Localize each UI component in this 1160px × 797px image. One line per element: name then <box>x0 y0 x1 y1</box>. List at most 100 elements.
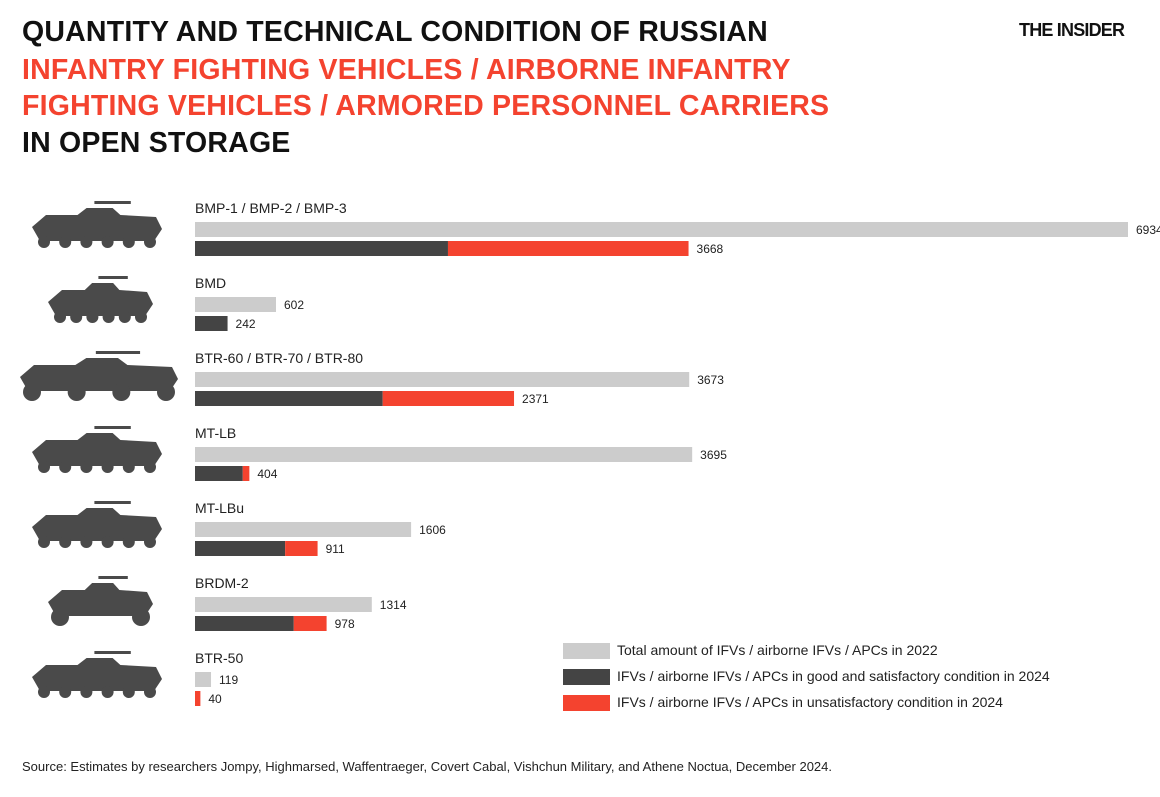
value-label-2024: 3668 <box>697 242 724 256</box>
category-label: BTR-60 / BTR-70 / BTR-80 <box>195 350 363 366</box>
bar-good-2024 <box>195 316 228 331</box>
icon-wheel <box>157 383 175 401</box>
legend-swatch-bad <box>563 695 610 711</box>
icon-hull <box>48 283 153 316</box>
icon-wheel <box>118 311 131 323</box>
icon-wheel <box>112 383 131 401</box>
bar-unsatisfactory-2024 <box>382 391 515 406</box>
icon-wheel <box>59 461 72 473</box>
bar-good-2024 <box>195 616 294 631</box>
btr-80-icon <box>20 351 178 401</box>
icon-wheel <box>122 686 135 698</box>
bar-good-2024 <box>195 541 286 556</box>
icon-wheel <box>59 686 72 698</box>
value-label-2024: 978 <box>335 617 355 631</box>
category-label: BTR-50 <box>195 650 243 666</box>
value-label-2024: 404 <box>257 467 277 481</box>
icon-wheel <box>144 686 156 698</box>
bar-total-2022 <box>195 372 690 387</box>
bar-good-2024 <box>195 391 383 406</box>
icon-hull <box>32 508 162 541</box>
chart-row: MT-LBu 1606 911 <box>32 500 446 556</box>
category-label: BMD <box>195 275 226 291</box>
icon-hull <box>32 658 162 691</box>
legend-label-good: IFVs / airborne IFVs / APCs in good and … <box>617 668 1050 684</box>
bar-good-2024 <box>195 466 243 481</box>
bar-total-2022 <box>195 522 412 537</box>
icon-wheel <box>122 236 135 248</box>
icon-wheel <box>38 236 50 248</box>
chart-row: BTR-50 119 40 <box>32 650 243 706</box>
value-label-total: 602 <box>284 298 304 312</box>
icon-wheel <box>80 461 93 473</box>
icon-wheel <box>144 536 156 548</box>
bmd-icon <box>48 276 153 323</box>
icon-wheel <box>67 383 86 401</box>
bar-chart: BMP-1 / BMP-2 / BMP-3 6934 3668 BMD 602 242 BT… <box>20 200 1160 706</box>
icon-wheel <box>135 311 147 323</box>
category-label: BRDM-2 <box>195 575 249 591</box>
icon-wheel <box>101 236 114 248</box>
icon-gun <box>98 276 128 279</box>
icon-hull <box>32 208 162 241</box>
bar-unsatisfactory-2024 <box>293 616 327 631</box>
bar-unsatisfactory-2024 <box>447 241 689 256</box>
chart-row: BTR-60 / BTR-70 / BTR-80 3673 2371 <box>20 350 724 406</box>
mt-lb-icon <box>32 426 162 473</box>
icon-wheel <box>144 236 156 248</box>
value-label-total: 6934 <box>1136 223 1160 237</box>
icon-wheel <box>101 686 114 698</box>
chart-row: BMD 602 242 <box>48 275 304 331</box>
category-label: MT-LBu <box>195 500 244 516</box>
bar-unsatisfactory-2024 <box>195 691 201 706</box>
title-line-3: FIGHTING VEHICLES / ARMORED PERSONNEL CA… <box>22 90 830 122</box>
icon-gun <box>98 576 128 579</box>
the-insider-logo: THE INSIDER <box>1019 20 1125 40</box>
value-label-2024: 40 <box>208 692 222 706</box>
legend-label-bad: IFVs / airborne IFVs / APCs in unsatisfa… <box>617 694 1003 710</box>
bar-total-2022 <box>195 297 277 312</box>
bar-total-2022 <box>195 597 372 612</box>
icon-gun <box>94 201 131 204</box>
icon-gun <box>94 426 131 429</box>
chart-row: MT-LB 3695 404 <box>32 425 727 481</box>
icon-wheel <box>80 536 93 548</box>
icon-wheel <box>59 236 72 248</box>
legend-label-total: Total amount of IFVs / airborne IFVs / A… <box>617 642 938 658</box>
icon-wheel <box>54 311 66 323</box>
value-label-2024: 911 <box>326 542 345 556</box>
icon-wheel <box>38 536 50 548</box>
icon-wheel <box>101 461 114 473</box>
icon-wheel <box>23 383 41 401</box>
bar-total-2022 <box>195 222 1128 237</box>
icon-hull <box>32 433 162 466</box>
value-label-total: 3673 <box>697 373 724 387</box>
brdm-2-icon <box>48 576 153 626</box>
icon-wheel <box>144 461 156 473</box>
bar-unsatisfactory-2024 <box>242 466 250 481</box>
category-label: BMP-1 / BMP-2 / BMP-3 <box>195 200 347 216</box>
icon-wheel <box>80 236 93 248</box>
value-label-total: 1606 <box>419 523 446 537</box>
value-label-total: 119 <box>219 673 238 687</box>
legend-swatch-good <box>563 669 610 685</box>
bmp-icon <box>32 201 162 248</box>
icon-wheel <box>51 608 69 626</box>
mt-lbu-icon <box>32 501 162 548</box>
icon-wheel <box>59 536 72 548</box>
icon-hull <box>20 358 178 391</box>
icon-wheel <box>38 686 50 698</box>
icon-wheel <box>102 311 115 323</box>
legend-swatch-total <box>563 643 610 659</box>
icon-gun <box>94 651 131 654</box>
bar-unsatisfactory-2024 <box>285 541 318 556</box>
source-note: Source: Estimates by researchers Jompy, … <box>22 759 832 774</box>
value-label-2024: 2371 <box>522 392 549 406</box>
chart-row: BRDM-2 1314 978 <box>48 575 407 631</box>
title-line-4: IN OPEN STORAGE <box>22 127 291 159</box>
icon-wheel <box>122 461 135 473</box>
bar-total-2022 <box>195 447 693 462</box>
icon-gun <box>95 351 141 354</box>
icon-wheel <box>86 311 99 323</box>
